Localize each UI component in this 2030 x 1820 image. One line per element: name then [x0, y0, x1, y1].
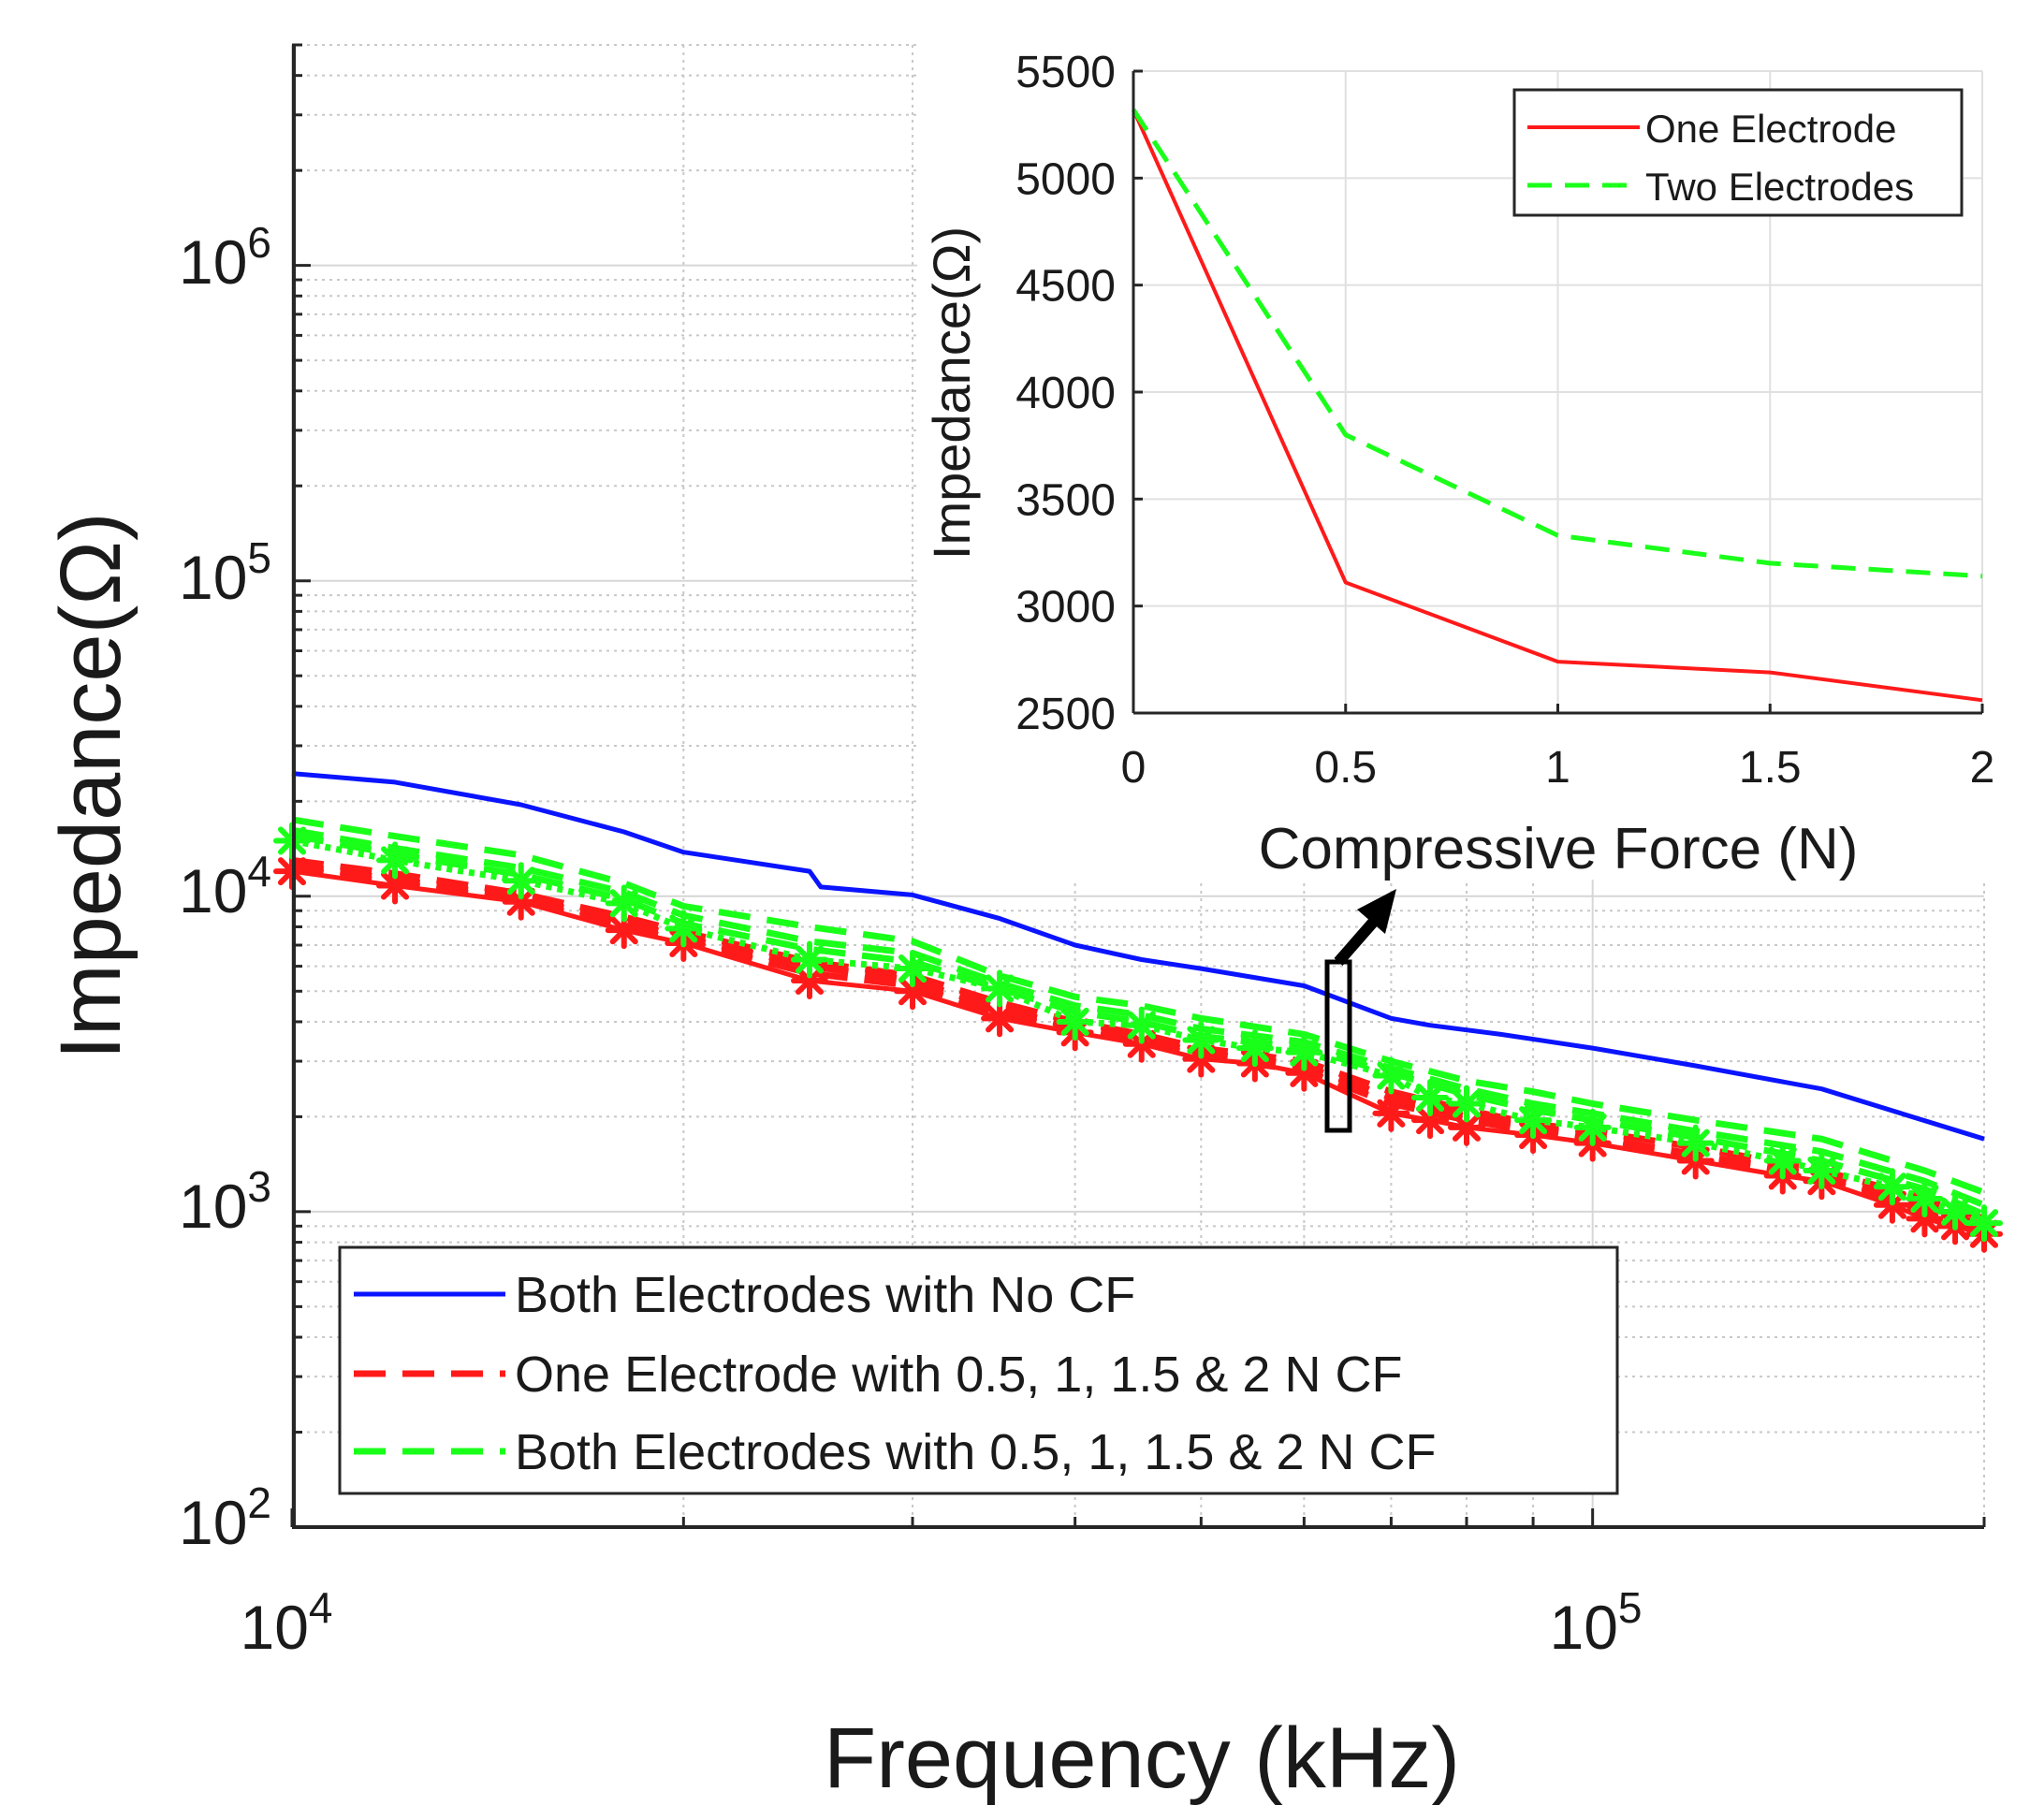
- inset-y-axis-title: Impedance(Ω): [922, 226, 981, 560]
- series-line: [291, 771, 1985, 1142]
- main-legend: Both Electrodes with No CF One Electrode…: [338, 1245, 1619, 1495]
- inset-legend: One Electrode Two Electrodes: [1512, 88, 1964, 217]
- inset-y-tick-label: 4000: [1015, 369, 1116, 418]
- inset-y-tick-label: 5500: [1015, 48, 1116, 97]
- inset-legend-box: [1512, 88, 1964, 217]
- main-ticks: [290, 43, 1986, 1529]
- inset-legend-label: Two Electrodes: [1645, 165, 1914, 209]
- zoom-annotation: [1324, 889, 1396, 1133]
- main-legend-box: [338, 1245, 1619, 1495]
- x-tick-label: 104: [240, 1583, 332, 1662]
- inset-tick-labels: 0 0.5 1 1.5 2 2500 3000 3500 4000 4500 5000 5500: [1015, 48, 1994, 793]
- y-axis-title: Impedance(Ω): [43, 512, 139, 1059]
- arrow-head: [1357, 889, 1396, 934]
- inset-x-tick-label: 0.5: [1314, 743, 1377, 793]
- inset-x-tick-label: 1.5: [1739, 743, 1802, 793]
- y-tick-label: 106: [179, 218, 271, 297]
- inset-series: [1131, 108, 1983, 703]
- series-line: [291, 832, 1986, 1218]
- x-tick-label: 105: [1549, 1583, 1642, 1662]
- inset-ticks: [1132, 69, 1984, 715]
- inset-series-line: [1132, 109, 1983, 703]
- inset-x-tick-label: 1: [1545, 743, 1570, 793]
- y-tick-label: 105: [179, 533, 271, 612]
- y-tick-label: 102: [179, 1478, 271, 1557]
- series-marker: [605, 884, 643, 923]
- series-line: [291, 865, 1986, 1234]
- inset-series-line: [1131, 108, 1983, 579]
- inset-x-tick-label: 0: [1121, 743, 1146, 793]
- legend-label: Both Electrodes with No CF: [515, 1267, 1135, 1323]
- inset-y-tick-label: 3000: [1015, 583, 1116, 633]
- legend-label: Both Electrodes with 0.5, 1, 1.5 & 2 N C…: [515, 1424, 1436, 1480]
- inset-chart: 0 0.5 1 1.5 2 2500 3000 3500 4000 4500 5000 5500 Co…: [917, 0, 2030, 881]
- inset-y-tick-label: 3500: [1015, 475, 1116, 525]
- series-marker: [791, 940, 829, 979]
- arrow-shaft: [1334, 913, 1382, 966]
- series-line: [291, 816, 1986, 1196]
- series-marker: [1447, 1085, 1485, 1123]
- legend-label: One Electrode with 0.5, 1, 1.5 & 2 N CF: [515, 1347, 1402, 1403]
- main-series: [273, 771, 2003, 1253]
- y-tick-label: 104: [179, 847, 271, 925]
- y-tick-label: 103: [179, 1162, 271, 1241]
- inset-x-tick-label: 2: [1970, 743, 1995, 793]
- inset-y-tick-label: 5000: [1015, 154, 1116, 204]
- x-axis-title: Frequency (kHz): [824, 1711, 1460, 1806]
- inset-y-tick-label: 4500: [1015, 262, 1116, 312]
- series-marker: [1965, 1204, 2003, 1243]
- inset-legend-label: One Electrode: [1645, 107, 1897, 151]
- series-line: [291, 826, 1986, 1209]
- inset-y-tick-label: 2500: [1015, 690, 1116, 739]
- inset-x-axis-title: Compressive Force (N): [1259, 817, 1859, 881]
